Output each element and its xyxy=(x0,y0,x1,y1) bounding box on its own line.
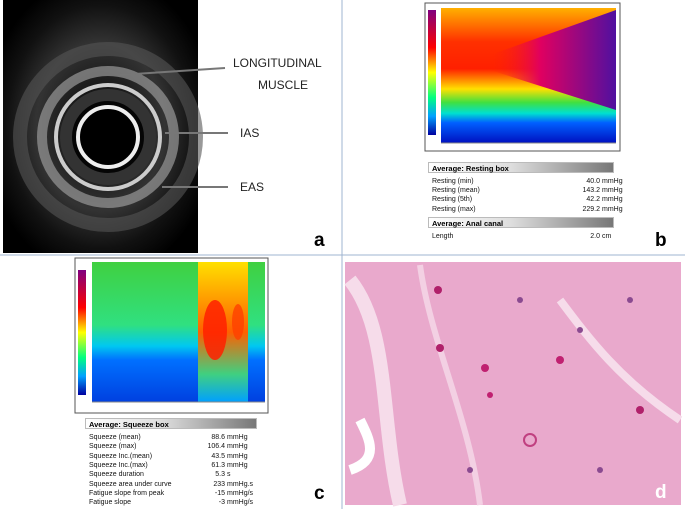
table-row: Squeeze (max) 106.4 mmHg xyxy=(89,442,257,451)
row-unit: mmHg xyxy=(227,461,248,469)
section-header: Average: Squeeze box xyxy=(85,418,257,429)
row-label: Length xyxy=(432,232,454,240)
row-label: Resting (mean) xyxy=(432,187,480,195)
row-value: -3 xyxy=(218,499,225,507)
row-value: 106.4 xyxy=(207,443,225,451)
row-value: -15 xyxy=(214,489,225,497)
row-value: 143.2 xyxy=(582,187,600,195)
row-unit: mmHg xyxy=(602,205,623,213)
row-unit: mmHg xyxy=(227,434,248,441)
label: IAS xyxy=(240,126,260,140)
label: LONGITUDINAL xyxy=(233,56,322,70)
histology-image xyxy=(344,262,683,507)
row-label: Squeeze (max) xyxy=(89,443,137,451)
row-unit: mmHg/s xyxy=(227,489,254,497)
table-row: Resting (max) 229.2 mmHg xyxy=(432,205,623,214)
table-row: Squeeze Inc.(mean) 43.5 mmHg xyxy=(89,452,257,461)
table-row: Length 2.0 cm xyxy=(432,232,614,241)
row-unit: mmHg/s xyxy=(227,499,254,507)
panel-letter: b xyxy=(655,230,667,251)
table-row: Resting (mean) 143.2 mmHg xyxy=(432,186,623,195)
pointer-lines xyxy=(119,67,228,188)
table-row: Resting (min) 40.0 mmHg xyxy=(432,177,623,186)
row-label: Resting (max) xyxy=(432,205,476,213)
row-label: Squeeze Inc.(mean) xyxy=(89,452,153,460)
row-unit: mmHg xyxy=(602,187,623,195)
section-header: Average: Anal canal xyxy=(428,216,614,228)
row-unit: s xyxy=(227,471,231,479)
row-unit: mmHg xyxy=(602,196,623,204)
table-row: Fatigue slope from peak -15 mmHg/s xyxy=(89,489,257,498)
row-value: 42.2 xyxy=(586,196,600,204)
section-header: Average: Resting box xyxy=(428,162,614,173)
row-label: Squeeze area under curve xyxy=(89,480,172,488)
table-row: Fatigue slope -3 mmHg/s xyxy=(89,498,257,507)
table-row: Squeeze area under curve 233 mmHg.s xyxy=(89,480,257,489)
row-unit: mmHg xyxy=(602,178,623,185)
row-label: Resting (5th) xyxy=(432,196,473,204)
row-value: 61.3 xyxy=(211,461,225,469)
row-label: Squeeze duration xyxy=(89,471,144,479)
row-value: 88.6 xyxy=(211,434,225,441)
row-unit: mmHg xyxy=(227,443,248,451)
table-row: Resting (5th) 42.2 mmHg xyxy=(432,195,623,204)
row-unit: mmHg xyxy=(227,452,248,460)
row-value: 2.0 xyxy=(590,232,600,240)
row-unit: cm xyxy=(602,232,612,240)
row-label: Resting (min) xyxy=(432,178,474,185)
row-label: Squeeze Inc.(max) xyxy=(89,461,148,469)
label: MUSCLE xyxy=(258,78,309,92)
ultrasound-image xyxy=(3,0,203,253)
panel-letter: a xyxy=(314,230,325,251)
table-row: Squeeze duration 5.3 s xyxy=(89,470,257,479)
row-value: 5.3 xyxy=(215,471,225,479)
panel-letter: c xyxy=(314,483,325,504)
row-value: 40.0 xyxy=(586,178,600,185)
row-value: 43.5 xyxy=(211,452,225,460)
row-label: Squeeze (mean) xyxy=(89,434,141,441)
row-label: Fatigue slope xyxy=(89,499,132,507)
row-label: Fatigue slope from peak xyxy=(89,489,165,497)
table-row: Squeeze (mean) 88.6 mmHg xyxy=(89,433,257,442)
label: EAS xyxy=(240,180,265,194)
row-unit: mmHg.s xyxy=(227,480,254,488)
row-value: 229.2 xyxy=(582,205,600,213)
squeeze-heatmap xyxy=(74,257,269,414)
table-row: Squeeze Inc.(max) 61.3 mmHg xyxy=(89,461,257,470)
panel-letter: d xyxy=(655,482,667,503)
resting-heatmap xyxy=(424,2,621,152)
row-value: 233 xyxy=(213,480,225,488)
